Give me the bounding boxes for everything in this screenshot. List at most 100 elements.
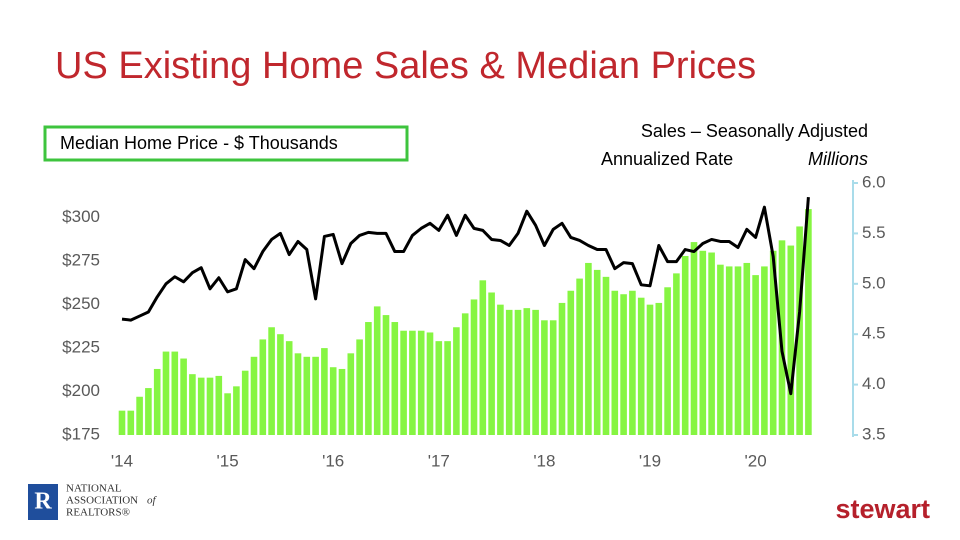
- bar: [699, 250, 707, 435]
- bar: [505, 309, 513, 435]
- bar: [180, 358, 187, 435]
- bar: [681, 255, 689, 435]
- nar-logo-text: of: [147, 495, 158, 507]
- bar: [417, 330, 425, 435]
- x-tick-label: '19: [639, 451, 661, 470]
- y2-tick-label: 4.0: [862, 374, 886, 393]
- bar: [805, 209, 812, 435]
- bar: [153, 368, 161, 435]
- bar: [593, 269, 601, 435]
- bar: [558, 302, 566, 435]
- bar: [145, 388, 152, 435]
- y-tick-label: $175: [62, 424, 100, 443]
- x-tick-label: '20: [745, 451, 767, 470]
- bar: [664, 287, 671, 435]
- bar: [532, 309, 539, 435]
- bar: [338, 368, 346, 435]
- y2-axis-unit: Millions: [808, 149, 868, 169]
- bar: [409, 330, 416, 435]
- bar: [655, 302, 663, 435]
- bar: [250, 356, 258, 435]
- chart-title: US Existing Home Sales & Median Prices: [55, 45, 756, 87]
- nar-logo-text: NATIONAL: [66, 483, 122, 495]
- y2-tick-label: 5.0: [862, 273, 886, 292]
- bar: [391, 322, 399, 435]
- x-tick-label: '16: [322, 451, 344, 470]
- bar: [549, 320, 557, 435]
- bar: [118, 410, 126, 435]
- bar: [206, 377, 214, 435]
- bar: [470, 299, 478, 435]
- nar-logo-text: ASSOCIATION: [66, 495, 138, 507]
- bar: [673, 273, 680, 435]
- nar-logo-text: REALTORS®: [66, 507, 130, 519]
- bar: [233, 386, 240, 435]
- bar: [197, 377, 205, 435]
- bar: [365, 322, 372, 435]
- y2-axis-label: Annualized Rate: [601, 149, 733, 169]
- bar: [725, 266, 733, 435]
- bar: [285, 341, 293, 435]
- y2-tick-label: 6.0: [862, 172, 886, 191]
- bar: [585, 262, 592, 435]
- bar: [382, 315, 390, 435]
- y-tick-label: $275: [62, 251, 100, 270]
- bar: [461, 313, 469, 435]
- y-tick-label: $300: [62, 207, 100, 226]
- bar: [224, 393, 231, 435]
- bar: [796, 226, 803, 435]
- y2-tick-label: 3.5: [862, 424, 886, 443]
- x-tick-label: '14: [111, 451, 133, 470]
- bar: [541, 320, 548, 435]
- bar: [312, 356, 319, 435]
- nar-logo-r: R: [34, 489, 52, 515]
- bar: [277, 334, 284, 435]
- bar: [717, 264, 724, 435]
- bar: [479, 280, 487, 435]
- bar: [637, 297, 645, 435]
- y-tick-label: $250: [62, 294, 100, 313]
- bar: [294, 353, 302, 435]
- bar: [373, 306, 381, 435]
- bar: [241, 370, 249, 435]
- bar: [514, 309, 522, 435]
- bar: [743, 262, 751, 435]
- x-tick-label: '18: [533, 451, 555, 470]
- y-tick-label: $200: [62, 381, 100, 400]
- legend-label: Median Home Price - $ Thousands: [60, 133, 338, 153]
- bar: [136, 396, 143, 435]
- bar: [435, 341, 443, 435]
- x-tick-label: '15: [217, 451, 239, 470]
- bar: [576, 278, 583, 435]
- bar: [602, 276, 610, 435]
- bar: [769, 250, 777, 435]
- bar: [400, 330, 407, 435]
- legend-box: [43, 125, 409, 162]
- bar: [321, 348, 328, 435]
- bar: [708, 252, 715, 435]
- bar: [690, 242, 698, 435]
- bar: [497, 304, 504, 435]
- bar: [259, 339, 267, 435]
- y2-axis-label: Sales – Seasonally Adjusted: [641, 121, 868, 141]
- bar: [162, 351, 170, 435]
- bar: [787, 245, 795, 435]
- bar: [752, 275, 759, 435]
- bar: [127, 410, 135, 435]
- bar: [356, 339, 363, 435]
- y2-tick-label: 4.5: [862, 324, 886, 343]
- bar: [347, 353, 355, 435]
- bar: [761, 266, 768, 435]
- bar: [268, 327, 275, 435]
- y-tick-label: $225: [62, 338, 100, 357]
- bar: [611, 290, 619, 435]
- bar: [523, 308, 531, 435]
- bar: [215, 375, 223, 435]
- bar: [620, 294, 627, 435]
- bar: [329, 367, 337, 435]
- sales-line: [121, 196, 810, 396]
- bar: [734, 266, 742, 435]
- nar-logo-mark: [28, 484, 58, 520]
- bar: [646, 304, 654, 435]
